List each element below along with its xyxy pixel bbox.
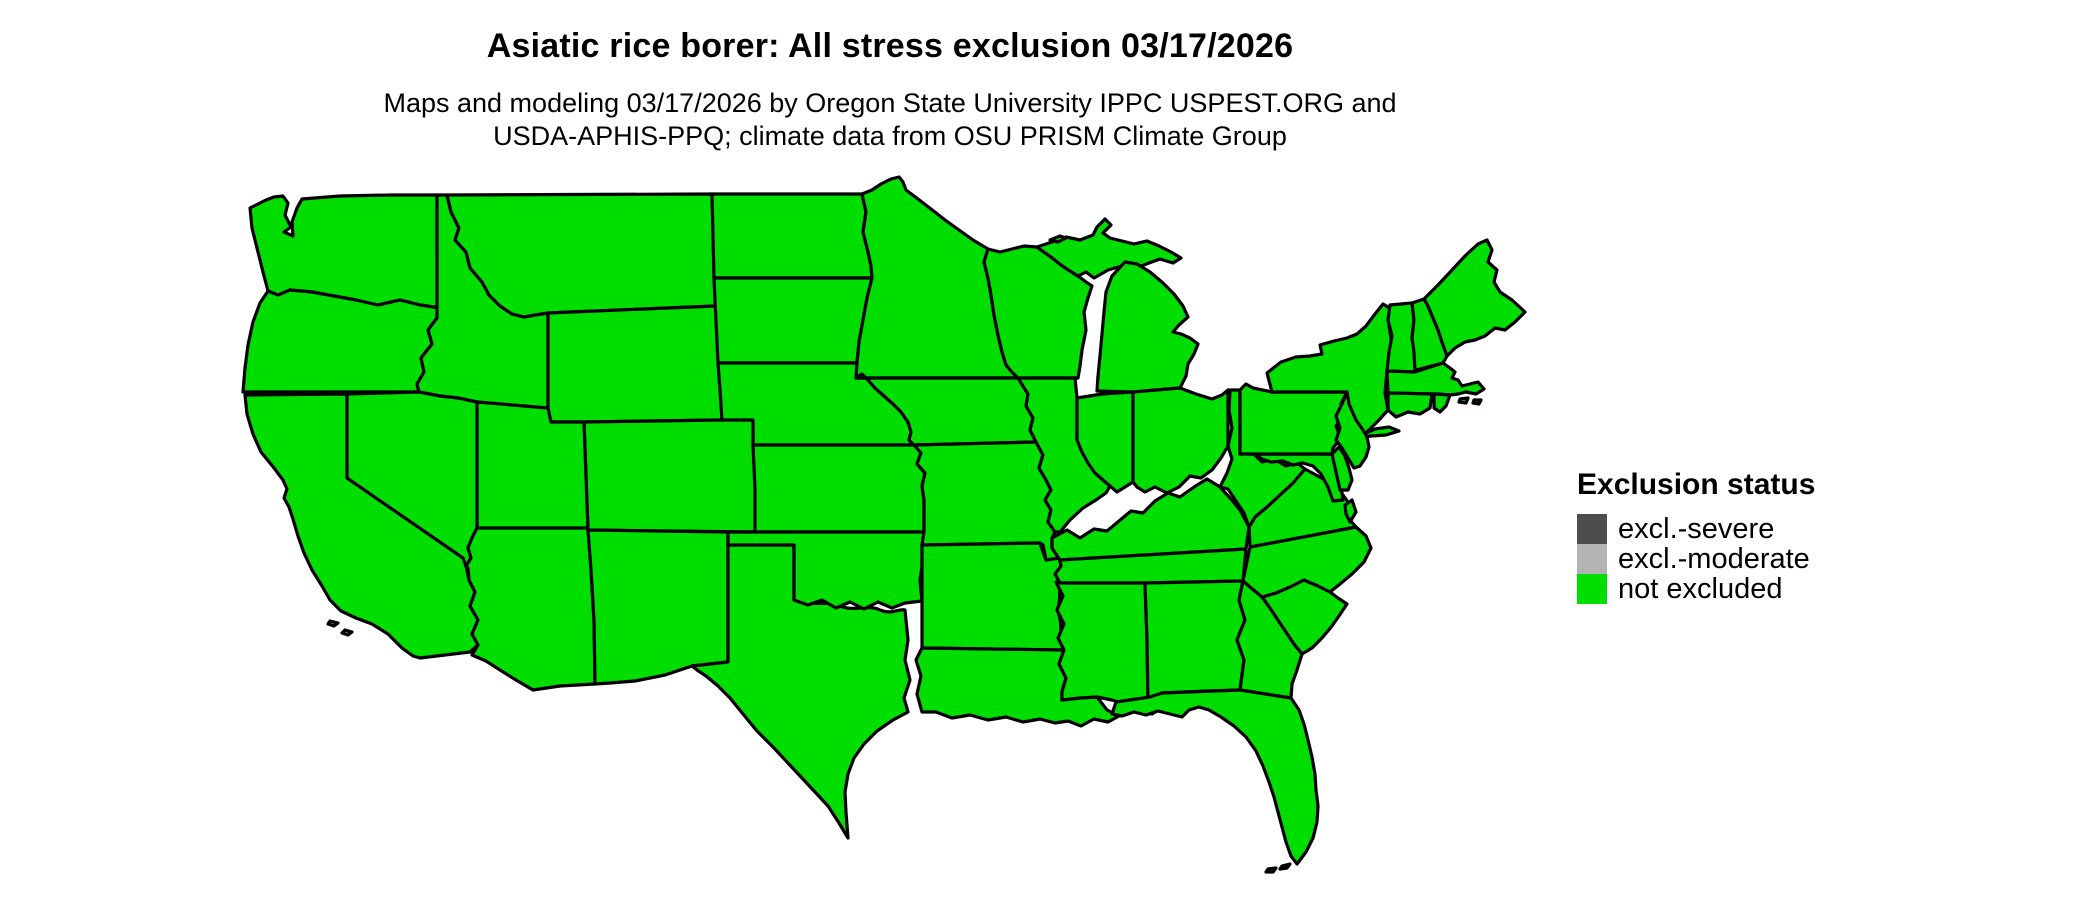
states-layer <box>241 175 1527 874</box>
state-new-jersey <box>1334 390 1371 470</box>
page-title: Asiatic rice borer: All stress exclusion… <box>486 27 1294 65</box>
state-arkansas <box>920 541 1066 652</box>
legend-title: Exclusion status <box>1577 468 1816 501</box>
state-south-dakota <box>712 276 874 365</box>
legend: Exclusion status excl.-severe excl.-moder… <box>1577 468 1816 605</box>
state-north-dakota <box>710 192 874 280</box>
legend-label-1: excl.-moderate <box>1618 542 1810 575</box>
legend-rows: excl.-severe excl.-moderate not excluded <box>1577 512 1815 605</box>
state-washington <box>248 193 442 310</box>
legend-item-1: excl.-moderate <box>1577 542 1815 575</box>
state-utah <box>475 400 590 532</box>
state-kentucky <box>1050 477 1251 562</box>
state-delaware <box>1330 445 1354 492</box>
legend-swatch-0 <box>1577 514 1607 544</box>
state-connecticut <box>1386 391 1434 419</box>
island-isle-royale <box>1048 234 1068 244</box>
subtitle-line-1: Maps and modeling 03/17/2026 by Oregon S… <box>383 88 1397 118</box>
legend-swatch-1 <box>1577 544 1607 574</box>
state-kansas <box>751 443 927 534</box>
state-pennsylvania <box>1238 382 1349 456</box>
state-michigan-upper-peninsula <box>1035 217 1183 280</box>
legend-item-0: excl.-severe <box>1577 512 1815 545</box>
island-marthas-vineyard <box>1457 396 1470 405</box>
state-wyoming <box>546 304 724 424</box>
state-virginia-eastern-shore <box>1343 498 1358 524</box>
state-rhode-island <box>1432 392 1452 414</box>
state-michigan <box>1095 260 1200 394</box>
state-mississippi <box>1054 580 1150 707</box>
state-colorado <box>582 418 757 534</box>
state-ohio <box>1131 386 1230 495</box>
legend-label-2: not excluded <box>1618 572 1783 605</box>
islands-florida-keys <box>1264 862 1292 874</box>
state-maine <box>1422 238 1527 358</box>
island-nantucket <box>1471 398 1483 406</box>
legend-swatch-2 <box>1577 574 1607 604</box>
subtitle-line-2: USDA-APHIS-PPQ; climate data from OSU PR… <box>493 121 1287 151</box>
state-north-carolina <box>1241 525 1373 599</box>
state-oregon <box>241 288 442 394</box>
legend-item-2: not excluded <box>1577 572 1815 605</box>
state-florida <box>1110 688 1320 866</box>
state-west-virginia <box>1218 388 1307 529</box>
legend-label-0: excl.-severe <box>1618 512 1775 545</box>
header: Asiatic rice borer: All stress exclusion… <box>0 0 1780 153</box>
state-arizona <box>464 526 597 692</box>
state-new-mexico <box>586 528 730 686</box>
page-subtitle: Maps and modeling 03/17/2026 by Oregon S… <box>0 87 1780 153</box>
islands-channel <box>326 619 354 637</box>
